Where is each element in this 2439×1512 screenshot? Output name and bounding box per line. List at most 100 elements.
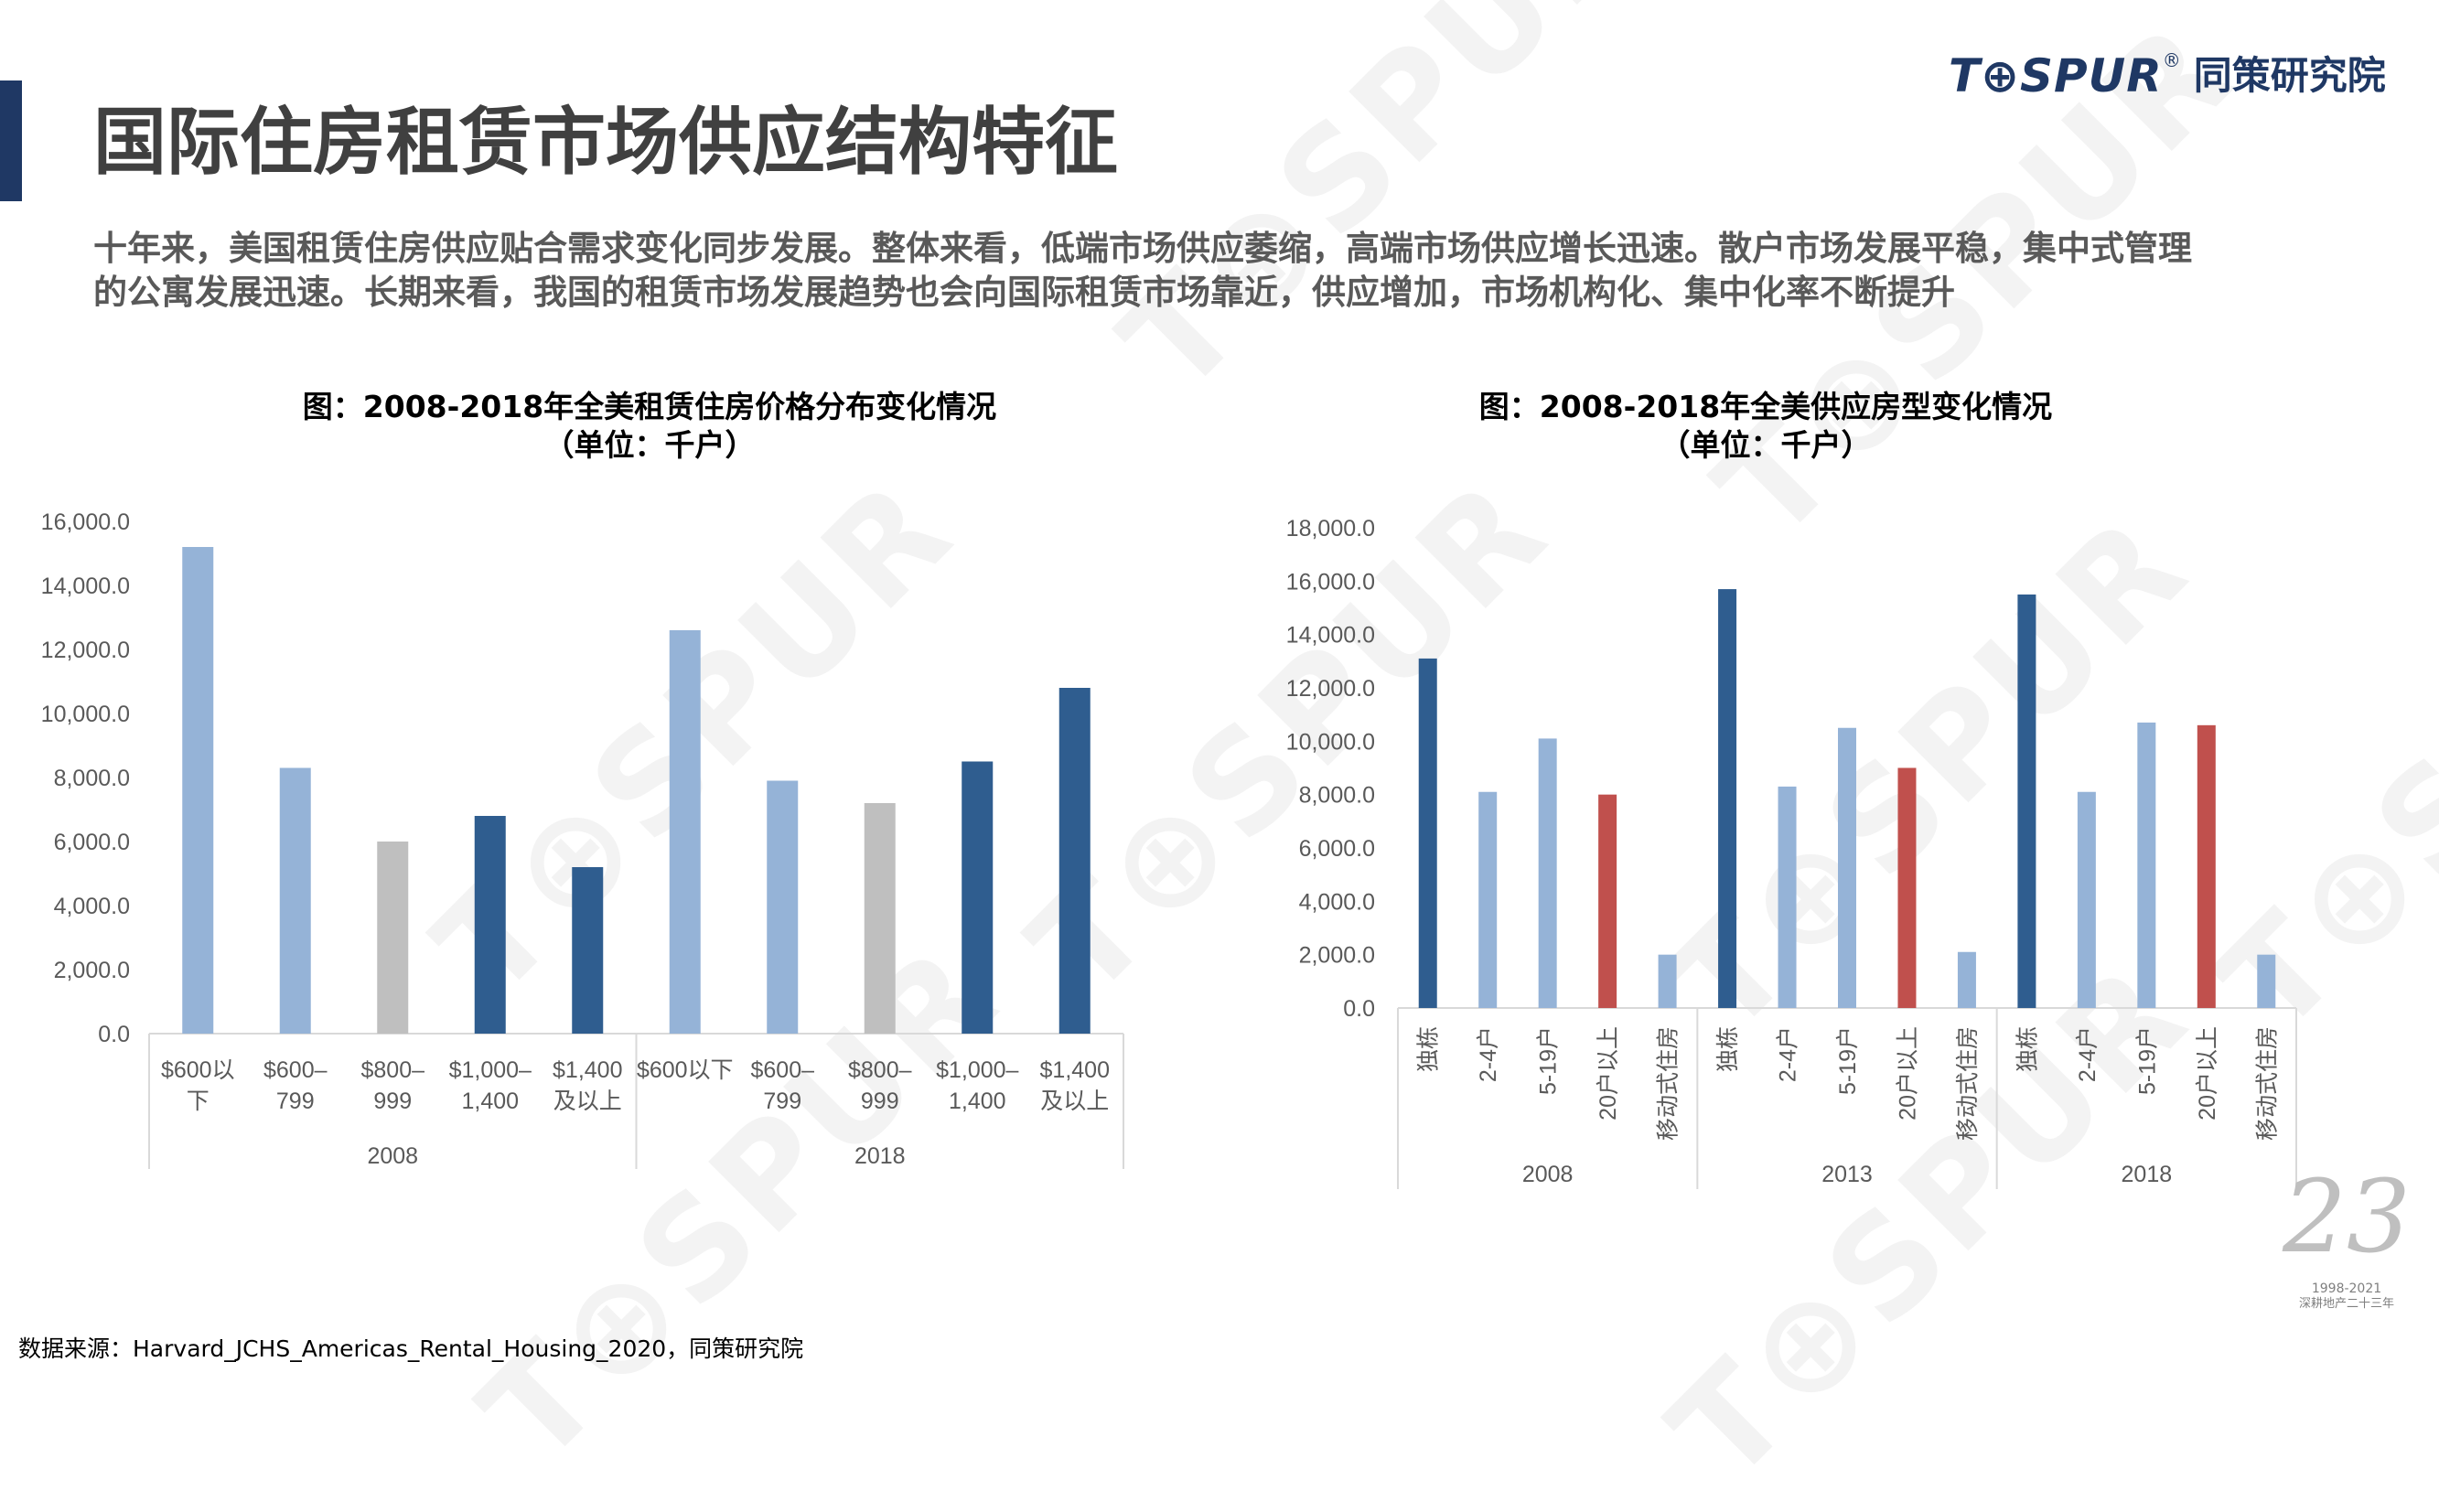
y-tick-label: 12,000.0 [1286,676,1375,702]
x-tick-label: 5-19户 [1835,1026,1861,1095]
anniversary-number: 23 [2283,1158,2411,1275]
x-tick-label: 下 [187,1088,210,1114]
chart-title-unit: （单位：千户） [543,427,756,463]
company-logo: T⊕SPUR ® 同策研究院 [1949,44,2388,108]
bar [1538,738,1557,1008]
x-tick-label: 2-4户 [1476,1026,1501,1082]
y-tick-label: 16,000.0 [41,509,130,535]
bar [864,803,896,1034]
x-tick-label: $1,400 [1040,1057,1110,1083]
bar [1598,794,1617,1008]
x-tick-label: 1,400 [949,1088,1006,1114]
y-tick-label: 6,000.0 [1299,836,1375,862]
group-label: 2008 [367,1143,418,1169]
bar [1718,589,1737,1008]
x-tick-label: 999 [373,1088,412,1114]
x-tick-label: 移动式住房 [1955,1026,1981,1141]
x-tick-label: 20户以上 [1895,1026,1920,1121]
bar [474,816,506,1034]
x-tick-label: 2-4户 [2075,1026,2101,1082]
x-tick-label: 20户以上 [2195,1026,2220,1121]
chart-title-price: 图：2008-2018年全美租赁住房价格分布变化情况 （单位：千户） [183,388,1116,465]
group-label: 2013 [1821,1162,1873,1187]
x-tick-label: 独栋 [1715,1026,1741,1072]
bar [279,767,311,1034]
anniversary-tag: 深耕地产二十三年 [2298,1297,2394,1311]
anniversary-years: 1998-2021 [2311,1281,2382,1296]
data-source-note: 数据来源：Harvard_JCHS_Americas_Rental_Housin… [18,1335,804,1362]
x-tick-label: $1,000– [936,1057,1018,1083]
x-tick-label: 2-4户 [1776,1026,1801,1082]
bar [1838,727,1856,1008]
bar [962,761,994,1034]
bar [1957,951,1976,1008]
x-tick-label: 独栋 [1416,1026,1442,1072]
x-tick-label: 移动式住房 [2254,1026,2280,1141]
y-tick-label: 16,000.0 [1286,569,1375,595]
y-tick-label: 10,000.0 [41,702,130,727]
x-tick-label: $600以 [161,1057,235,1083]
page-title: 国际住房租赁市场供应结构特征 [93,100,1118,185]
y-tick-label: 14,000.0 [41,574,130,599]
y-tick-label: 8,000.0 [54,766,130,791]
logo-wordmark: T⊕SPUR [1949,49,2163,102]
bar [2137,722,2156,1008]
x-tick-label: $600– [263,1057,328,1083]
bar [2197,724,2216,1008]
x-tick-label: 1,400 [461,1088,519,1114]
bar [1478,791,1498,1008]
y-tick-label: 10,000.0 [1286,729,1375,755]
charts-canvas: 0.0 2,000.0 4,000.0 6,000.0 8,000.0 10,000.0 1… [41,509,2297,1189]
bar [2077,791,2096,1008]
x-tick-label: 及以上 [553,1088,622,1114]
y-tick-label: 0.0 [1343,996,1375,1022]
x-tick-label: 5-19户 [2134,1026,2160,1095]
chart-title-unit: （单位：千户） [1660,427,1872,463]
y-tick-label: 14,000.0 [1286,623,1375,649]
intro-paragraph: 十年来，美国租赁住房供应贴合需求变化同步发展。整体来看，低端市场供应萎缩，高端市… [93,227,2344,315]
bar [2017,594,2036,1008]
bar [377,842,409,1034]
chart-title-type: 图：2008-2018年全美供应房型变化情况 （单位：千户） [1299,388,2232,465]
bar [1778,786,1797,1008]
bar [669,630,701,1034]
x-tick-label: 799 [763,1088,801,1114]
bar [767,780,799,1034]
logo-chinese-name: 同策研究院 [2193,53,2386,98]
y-tick-label: 12,000.0 [41,638,130,663]
chart-title-line: 图：2008-2018年全美供应房型变化情况 [1478,389,2053,424]
bar [1418,658,1437,1008]
logo-registered-mark: ® [2162,49,2181,71]
x-tick-label: 999 [861,1088,899,1114]
x-tick-label: 799 [276,1088,315,1114]
x-tick-label: $800– [360,1057,424,1083]
group-label: 2018 [2122,1162,2173,1187]
y-tick-label: 6,000.0 [54,830,130,855]
x-tick-label: 独栋 [2015,1026,2040,1072]
anniversary-badge: 23 1998-2021 深耕地产二十三年 [2278,1153,2415,1335]
x-tick-label: $600以下 [637,1057,734,1083]
y-tick-label: 4,000.0 [1299,889,1375,915]
bar [182,547,214,1034]
bar [1897,767,1917,1008]
group-label: 2018 [854,1143,906,1169]
x-tick-label: 移动式住房 [1656,1026,1682,1141]
y-tick-label: 2,000.0 [54,958,130,983]
group-label: 2008 [1522,1162,1574,1187]
x-tick-label: $1,400 [553,1057,622,1083]
x-tick-label: 5-19户 [1536,1026,1562,1095]
x-tick-label: $800– [848,1057,912,1083]
y-tick-label: 8,000.0 [1299,783,1375,809]
y-tick-label: 2,000.0 [1299,943,1375,969]
x-tick-label: 20户以上 [1596,1026,1621,1121]
y-tick-label: 0.0 [98,1022,130,1047]
x-tick-label: 及以上 [1040,1088,1109,1114]
y-tick-label: 18,000.0 [1286,516,1375,542]
x-tick-label: $600– [750,1057,814,1083]
intro-line: 十年来，美国租赁住房供应贴合需求变化同步发展。整体来看，低端市场供应萎缩，高端市… [93,229,2192,268]
intro-line: 的公寓发展迅速。长期来看，我国的租赁市场发展趋势也会向国际租赁市场靠近，供应增加… [93,273,1955,312]
x-tick-label: $1,000– [449,1057,532,1083]
bar [1058,688,1091,1034]
y-tick-label: 4,000.0 [54,894,130,919]
bar [2257,954,2276,1008]
